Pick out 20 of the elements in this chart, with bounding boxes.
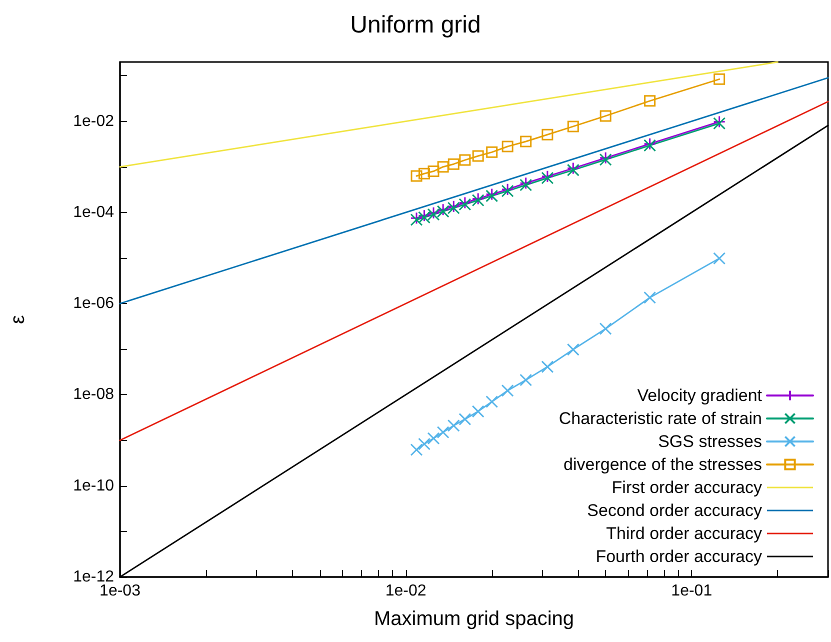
legend-label: Second order accuracy	[587, 501, 762, 520]
y-tick-label: 1e-10	[73, 477, 114, 494]
y-tick-label: 1e-08	[73, 386, 114, 404]
y-axis-title: ε	[7, 314, 29, 324]
y-tick-label: 1e-04	[73, 204, 114, 221]
y-tick-label: 1e-06	[73, 295, 114, 312]
x-tick-label: 1e-03	[100, 582, 141, 600]
y-tick-label: 1e-12	[73, 568, 114, 586]
legend-label: SGS stresses	[658, 432, 762, 451]
x-tick-label: 1e-01	[671, 582, 712, 600]
legend-label: Characteristic rate of strain	[558, 409, 762, 428]
y-tick-label: 1e-02	[73, 112, 114, 130]
x-axis-title: Maximum grid spacing	[374, 608, 574, 630]
legend-label: Velocity gradient	[637, 386, 762, 405]
x-tick-label: 1e-02	[385, 582, 426, 600]
legend-label: Fourth order accuracy	[596, 547, 762, 566]
legend-label: divergence of the stresses	[564, 455, 762, 474]
legend-label: Third order accuracy	[606, 524, 762, 543]
chart-title: Uniform grid	[350, 12, 481, 38]
legend-label: First order accuracy	[612, 478, 762, 497]
